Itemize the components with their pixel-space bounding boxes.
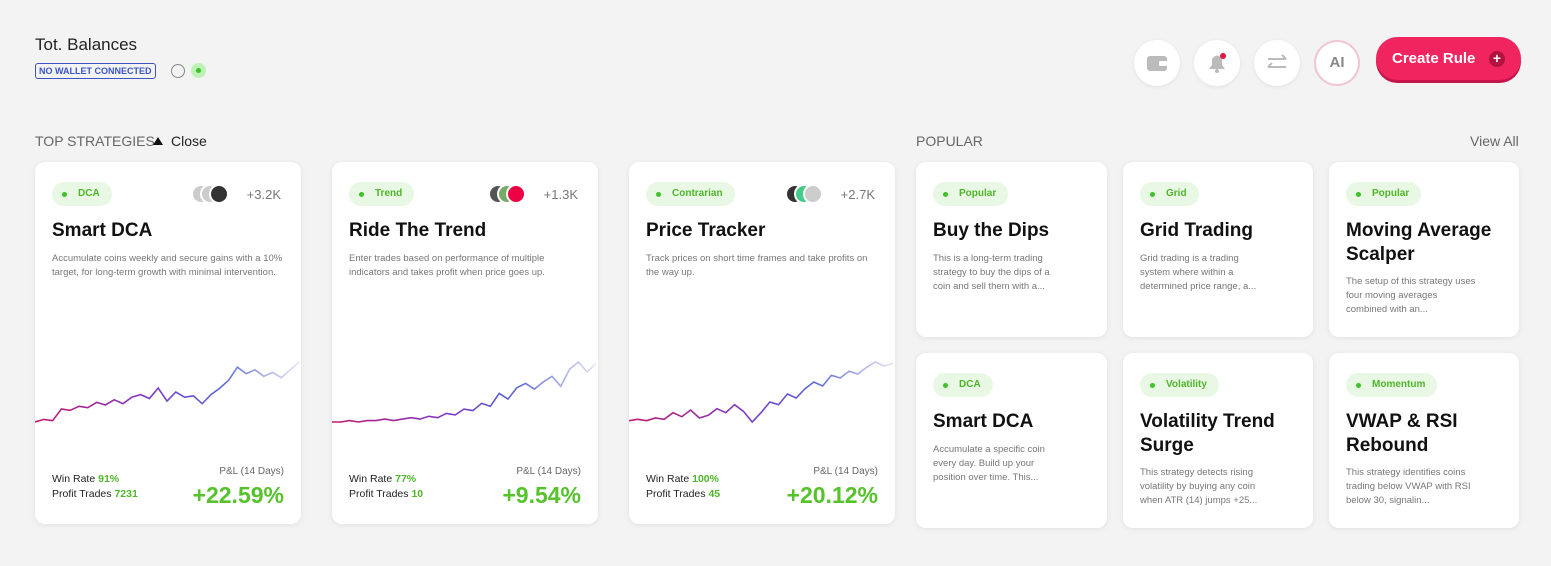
card-title: Price Tracker	[646, 220, 766, 241]
tag: DCA	[52, 182, 112, 206]
tag: Volatility	[1140, 373, 1219, 397]
profit-trades-value: 10	[411, 488, 424, 500]
tag: Contrarian	[646, 182, 735, 206]
win-rate-value: 91%	[98, 473, 120, 485]
wallet-icon	[1147, 56, 1167, 71]
plus-icon: +	[1489, 51, 1505, 67]
strategy-card[interactable]: Trend +1.3K Ride The Trend Enter trades bas…	[332, 162, 598, 524]
description: Grid trading is a trading system where w…	[1140, 253, 1257, 292]
pnl-label: P&L (14 Days)	[813, 466, 878, 477]
followers: +3.2K	[246, 187, 281, 202]
card-title: Volatility Trend Surge	[1140, 411, 1275, 456]
create-rule-button[interactable]: Create Rule +	[1376, 37, 1521, 80]
card-title: Grid Trading	[1140, 220, 1253, 241]
followers: +1.3K	[543, 187, 578, 202]
pnl-value: +9.54%	[502, 482, 581, 508]
popular-card[interactable]: Volatility Volatility Trend Surge This str…	[1123, 353, 1313, 528]
strategy-card[interactable]: Contrarian +2.7K Price Tracker Track prices…	[629, 162, 895, 524]
sparkline-chart	[332, 360, 597, 423]
description: Track prices on short time frames and ta…	[646, 253, 868, 278]
avatar	[506, 184, 526, 204]
followers: +2.7K	[840, 187, 875, 202]
win-rate-label: Win Rate	[349, 473, 393, 485]
tag: Grid	[1140, 182, 1199, 206]
description: This is a long-term trading strategy to …	[933, 253, 1050, 292]
win-rate: Win Rate 100%	[646, 473, 719, 485]
profit-trades-label: Profit Trades	[52, 488, 112, 500]
card-title: Smart DCA	[933, 411, 1034, 432]
card-title: Smart DCA	[52, 220, 153, 241]
profit-trades-value: 45	[708, 488, 721, 500]
profit-trades: Profit Trades 45	[646, 488, 720, 500]
top-strategies-label: TOP STRATEGIES	[35, 133, 155, 149]
win-rate: Win Rate 77%	[349, 473, 416, 485]
sparkline	[629, 361, 894, 424]
create-rule-label: Create Rule	[1392, 50, 1476, 67]
profit-trades: Profit Trades 10	[349, 488, 423, 500]
popular-label: POPULAR	[916, 133, 983, 149]
notification-button[interactable]	[1194, 40, 1240, 86]
card-title: Ride The Trend	[349, 220, 487, 241]
wallet-badge[interactable]: NO WALLET CONNECTED	[35, 63, 156, 79]
strategy-card[interactable]: DCA +3.2K Smart DCA Accumulate coins weekly…	[35, 162, 301, 524]
tag: Popular	[1346, 182, 1422, 206]
wallet-button[interactable]	[1134, 40, 1180, 86]
avatar	[209, 184, 229, 204]
profit-trades-label: Profit Trades	[349, 488, 409, 500]
card-title: VWAP & RSI Rebound	[1346, 411, 1458, 456]
profit-trades-value: 7231	[114, 488, 138, 500]
view-all-link[interactable]: View All	[1470, 133, 1519, 149]
description: The setup of this strategy uses four mov…	[1346, 276, 1476, 315]
sparkline	[332, 360, 597, 423]
profit-trades: Profit Trades 7231	[52, 488, 138, 500]
description: This strategy identifies coins trading b…	[1346, 467, 1471, 506]
win-rate-label: Win Rate	[52, 473, 96, 485]
sparkline-chart	[629, 361, 894, 424]
card-title: Buy the Dips	[933, 220, 1050, 241]
popular-card[interactable]: Momentum VWAP & RSI Rebound This strategy …	[1329, 353, 1519, 528]
popular-card[interactable]: Grid Grid Trading Grid trading is a tradin…	[1123, 162, 1313, 337]
avatar	[803, 184, 823, 204]
description: Accumulate coins weekly and secure gains…	[52, 253, 283, 278]
popular-card[interactable]: Popular Buy the Dips This is a long-term t…	[916, 162, 1107, 337]
win-rate-value: 77%	[395, 473, 417, 485]
popular-card[interactable]: DCA Smart DCA Accumulate a specific coin e…	[916, 353, 1107, 528]
swap-button[interactable]	[1254, 40, 1300, 86]
swap-icon	[1267, 54, 1287, 68]
info-icon[interactable]	[171, 64, 185, 78]
description: Enter trades based on performance of mul…	[349, 253, 545, 278]
caret-icon	[153, 137, 163, 145]
tag: DCA	[933, 373, 993, 397]
tag: Momentum	[1346, 373, 1438, 397]
pnl-value: +22.59%	[192, 482, 284, 508]
win-rate-value: 100%	[692, 473, 719, 485]
pnl-value: +20.12%	[786, 482, 878, 508]
description: Accumulate a specific coin every day. Bu…	[933, 444, 1045, 483]
tag: Trend	[349, 182, 415, 206]
tag: Popular	[933, 182, 1009, 206]
profit-trades-label: Profit Trades	[646, 488, 706, 500]
sparkline	[35, 361, 300, 423]
popular-card[interactable]: Popular Moving Average Scalper The setup o…	[1329, 162, 1519, 337]
status-dot	[191, 63, 206, 78]
win-rate: Win Rate 91%	[52, 473, 119, 485]
bell-icon	[1209, 53, 1226, 73]
card-title: Moving Average Scalper	[1346, 220, 1492, 265]
balance-title: Tot. Balances	[35, 35, 138, 54]
pnl-label: P&L (14 Days)	[516, 466, 581, 477]
close-toggle[interactable]: Close	[171, 133, 207, 149]
ai-button[interactable]: AI	[1314, 40, 1360, 86]
win-rate-label: Win Rate	[646, 473, 690, 485]
pnl-label: P&L (14 Days)	[219, 466, 284, 477]
sparkline-chart	[35, 361, 300, 423]
description: This strategy detects rising volatility …	[1140, 467, 1258, 506]
